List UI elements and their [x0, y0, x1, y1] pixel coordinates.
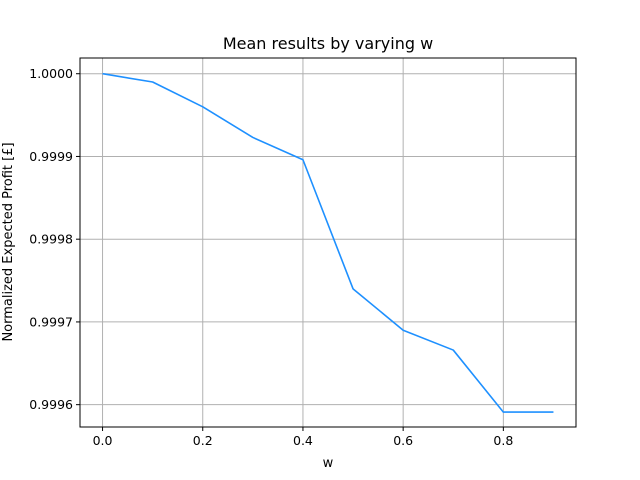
y-axis-label: Normalized Expected Profit [£]: [1, 142, 16, 341]
y-tick-label: 0.9999: [29, 149, 73, 164]
y-tick-label: 0.9997: [29, 314, 73, 329]
x-tick-label: 0.0: [93, 433, 113, 448]
x-tick-label: 0.8: [493, 433, 513, 448]
y-tick-label: 1.0000: [29, 66, 73, 81]
x-tick-label: 0.4: [293, 433, 313, 448]
x-axis-label: w: [323, 456, 334, 471]
plot-frame: [79, 57, 577, 428]
y-tick-label: 0.9998: [29, 232, 73, 247]
y-tick-label: 0.9996: [29, 397, 73, 412]
axis-ticks: 0.0 0.2 0.4 0.6 0.8 0.9996 0.9997 0.9998 0.9999 1…: [29, 66, 513, 448]
x-tick-label: 0.2: [193, 433, 213, 448]
series-line: [102, 72, 554, 413]
x-tick-label: 0.6: [393, 433, 413, 448]
grid-lines: [80, 58, 576, 427]
chart-title: Mean results by varying w: [223, 34, 433, 53]
series-lines: [102, 72, 554, 413]
